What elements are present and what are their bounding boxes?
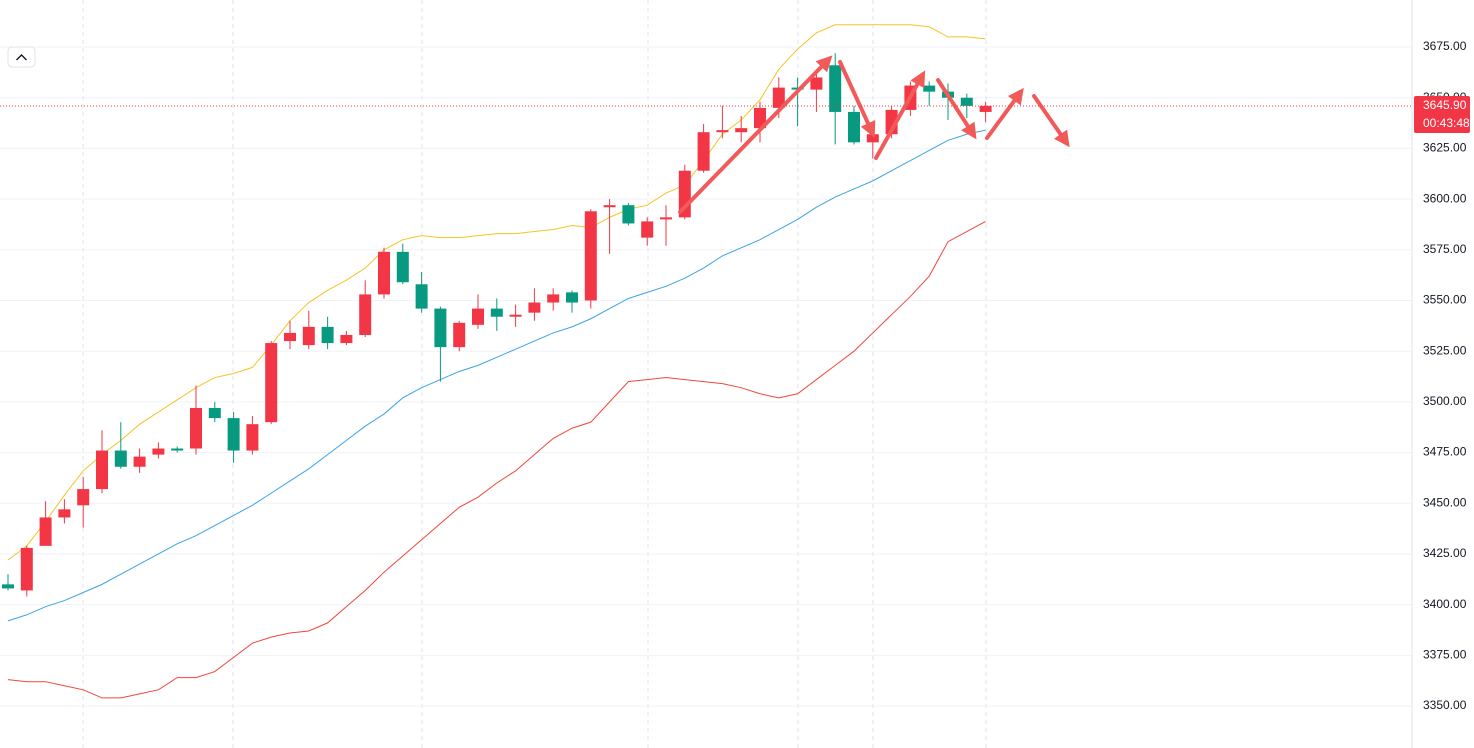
- candle-body: [359, 294, 372, 335]
- indicator-line: [7, 24, 986, 561]
- candle-body: [284, 332, 296, 342]
- candle-body: [321, 326, 334, 344]
- candle-body: [716, 130, 729, 133]
- candle-body: [472, 308, 484, 325]
- y-tick-label: 3475.00: [1423, 445, 1467, 459]
- candle-body: [39, 517, 52, 546]
- candle-body: [697, 132, 710, 171]
- candle-body: [848, 111, 860, 143]
- candle-body: [340, 334, 353, 344]
- arrow: [838, 60, 876, 138]
- candle-body: [208, 407, 221, 419]
- candle-body: [171, 448, 184, 451]
- price-axis: 3350.00 3375.00 3400.00 3425.00 3450.00 3475.…: [1423, 39, 1467, 712]
- collapse-button-box[interactable]: [7, 46, 36, 68]
- candle-body: [603, 205, 616, 208]
- y-tick-label: 3525.00: [1423, 343, 1467, 357]
- y-tick-label: 3400.00: [1423, 597, 1467, 611]
- indicator-lines: [7, 24, 986, 699]
- y-tick-label: 3575.00: [1423, 242, 1467, 256]
- candle-body: [528, 302, 541, 313]
- y-tick-label: 3350.00: [1423, 698, 1467, 712]
- candle-body: [190, 407, 202, 449]
- drawn-arrows: [678, 55, 1070, 214]
- y-tick-label: 3675.00: [1423, 39, 1467, 53]
- collapse-icon[interactable]: [16, 54, 27, 61]
- candle-body: [265, 343, 278, 423]
- candle-body: [509, 314, 522, 317]
- candle-body: [77, 489, 90, 506]
- candle-body: [415, 284, 428, 309]
- candles: [2, 53, 992, 597]
- indicator-line: [7, 220, 986, 699]
- y-tick-label: 3450.00: [1423, 495, 1467, 509]
- arrow: [678, 55, 833, 214]
- y-tick-label: 3500.00: [1423, 394, 1467, 408]
- y-tick-label: 3550.00: [1423, 293, 1467, 307]
- candle-body: [114, 450, 127, 467]
- arrow: [874, 70, 926, 160]
- candle-body: [490, 308, 503, 317]
- collapse-button[interactable]: [7, 46, 36, 68]
- candle-body: [20, 547, 33, 591]
- grid: [0, 46, 1412, 707]
- candle-body: [923, 85, 936, 92]
- candle-body: [584, 211, 597, 301]
- candle-body: [434, 308, 447, 348]
- candle-body: [58, 509, 71, 518]
- y-tick-label: 3425.00: [1423, 546, 1467, 560]
- candle-body: [735, 128, 748, 133]
- y-tick-label: 3600.00: [1423, 191, 1467, 205]
- candle-body: [641, 221, 654, 238]
- last-price: 3645.90 00:43:48: [0, 96, 1470, 134]
- arrow: [936, 78, 977, 140]
- arrow: [1032, 94, 1070, 148]
- candle-body: [810, 77, 823, 90]
- countdown-label: 00:43:48: [1423, 116, 1470, 130]
- candle-body: [660, 217, 672, 220]
- candle-body: [622, 205, 635, 224]
- last-price-label: 3645.90: [1423, 98, 1467, 112]
- candle-body: [829, 65, 842, 112]
- candle-body: [152, 448, 165, 455]
- candle-body: [772, 87, 785, 108]
- indicator-line: [7, 129, 986, 622]
- candle-body: [2, 584, 14, 589]
- candle-body: [302, 326, 315, 346]
- candle-body: [960, 97, 973, 106]
- candle-body: [547, 294, 560, 303]
- y-tick-label: 3625.00: [1423, 141, 1467, 155]
- y-tick-label: 3375.00: [1423, 648, 1467, 662]
- candle-body: [453, 322, 466, 348]
- last-price-tag: [1414, 96, 1470, 134]
- candle-body: [378, 251, 390, 295]
- candle-body: [246, 424, 259, 451]
- candle-body: [754, 107, 766, 129]
- candle-body: [979, 105, 992, 112]
- candle-body: [227, 418, 240, 451]
- arrow: [985, 87, 1024, 140]
- candle-body: [96, 450, 108, 490]
- candle-body: [133, 456, 146, 467]
- candle-body: [566, 292, 578, 303]
- candle-body: [866, 134, 879, 143]
- candle-body: [396, 251, 409, 283]
